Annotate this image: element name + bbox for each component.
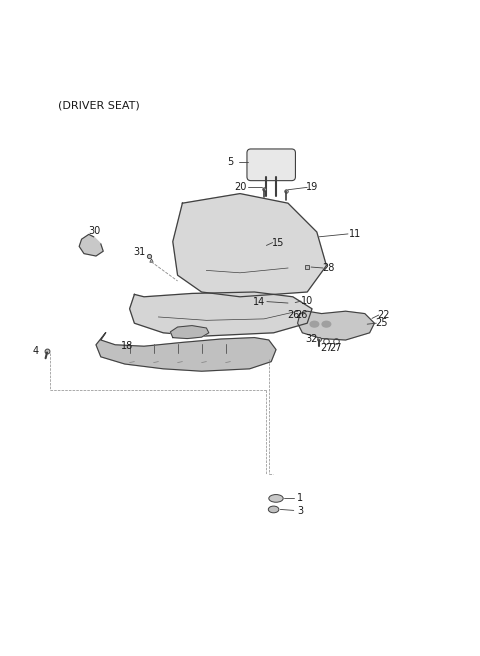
Text: 14: 14 [253, 297, 265, 306]
Ellipse shape [310, 321, 319, 327]
Polygon shape [96, 333, 276, 371]
Ellipse shape [322, 321, 331, 327]
Ellipse shape [269, 495, 283, 502]
Text: 22: 22 [378, 310, 390, 320]
Text: 25: 25 [375, 318, 388, 328]
Text: 4: 4 [33, 346, 39, 356]
Text: 27: 27 [330, 343, 342, 353]
Text: 31: 31 [133, 247, 145, 257]
Ellipse shape [268, 506, 279, 513]
Text: 27: 27 [320, 343, 333, 353]
Polygon shape [130, 292, 312, 336]
Text: 26: 26 [295, 310, 308, 320]
Polygon shape [170, 325, 209, 338]
Text: 28: 28 [323, 263, 335, 273]
FancyBboxPatch shape [247, 149, 295, 180]
Text: 3: 3 [297, 506, 303, 516]
Text: 15: 15 [272, 237, 285, 247]
Text: 32: 32 [305, 334, 317, 344]
Text: (DRIVER SEAT): (DRIVER SEAT) [58, 100, 139, 110]
Polygon shape [298, 311, 374, 340]
Text: 11: 11 [349, 229, 361, 239]
Text: 5: 5 [227, 157, 234, 167]
Polygon shape [79, 234, 103, 256]
Text: 20: 20 [234, 182, 246, 192]
Text: 10: 10 [301, 296, 313, 306]
Text: 1: 1 [297, 493, 303, 503]
Text: 26: 26 [288, 310, 300, 320]
Text: 30: 30 [88, 226, 101, 236]
Text: 19: 19 [306, 182, 318, 192]
Text: 18: 18 [121, 341, 133, 351]
Polygon shape [173, 194, 326, 297]
